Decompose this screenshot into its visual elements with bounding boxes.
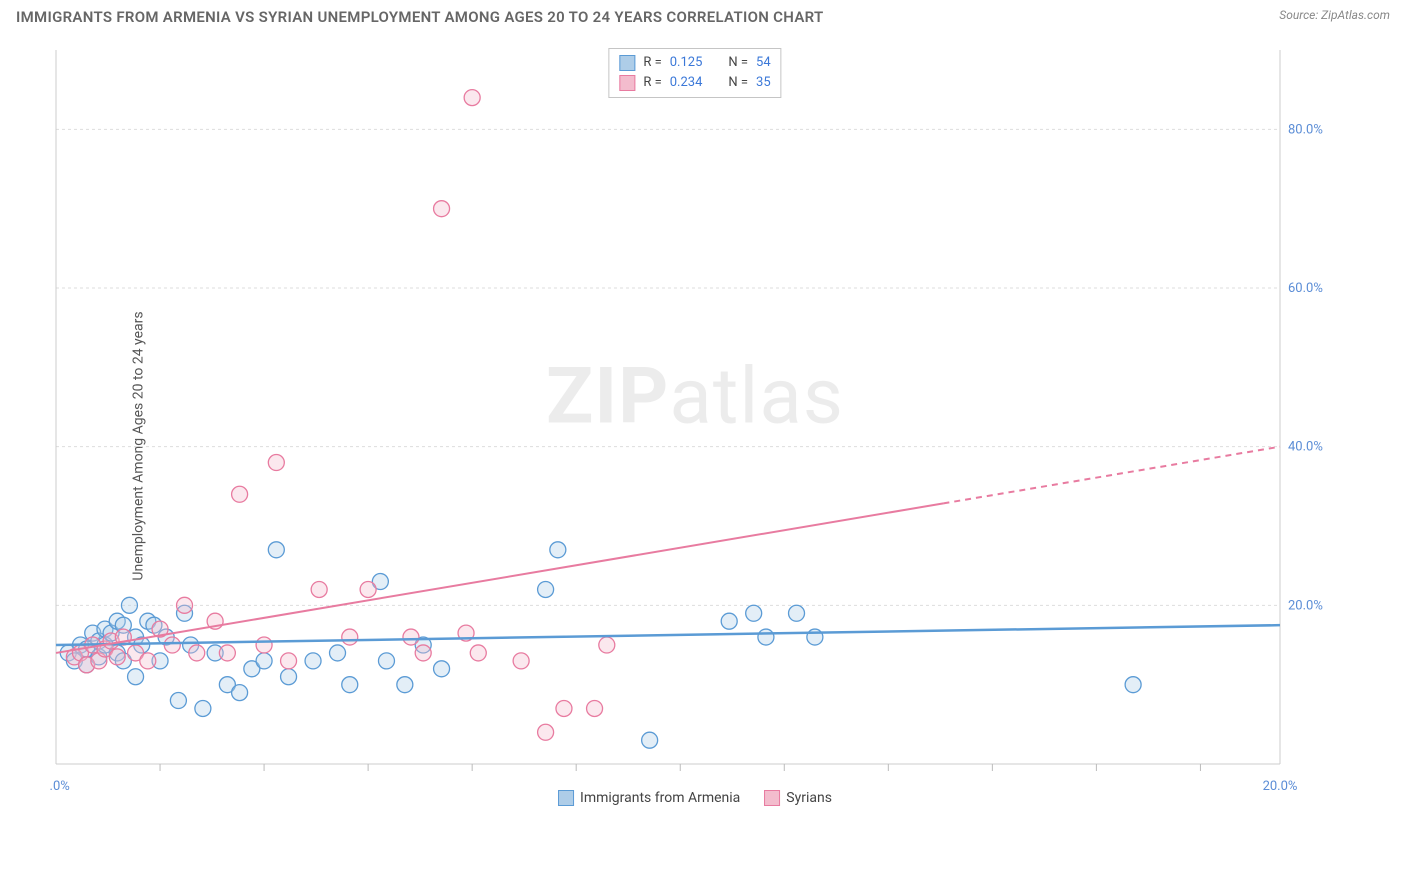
swatch-armenia: [619, 55, 635, 71]
plot-area: ZIPatlas R = 0.125 N = 54 R = 0.234 N = …: [50, 44, 1340, 812]
svg-text:80.0%: 80.0%: [1288, 122, 1323, 137]
source-label: Source: ZipAtlas.com: [1279, 8, 1390, 22]
swatch-armenia-icon: [558, 790, 574, 806]
legend-item-armenia: Immigrants from Armenia: [558, 790, 740, 806]
n-label: N =: [728, 53, 748, 73]
legend-row-armenia: R = 0.125 N = 54: [619, 53, 770, 73]
swatch-syrians: [619, 75, 635, 91]
legend-row-syrians: R = 0.234 N = 35: [619, 73, 770, 93]
n-label: N =: [728, 73, 748, 93]
n-value: 35: [756, 73, 771, 93]
r-value: 0.234: [670, 73, 703, 93]
svg-text:40.0%: 40.0%: [1288, 440, 1323, 455]
swatch-syrians-icon: [764, 790, 780, 806]
series-legend: Immigrants from Armenia Syrians: [558, 790, 832, 806]
chart-title: IMMIGRANTS FROM ARMENIA VS SYRIAN UNEMPL…: [16, 8, 824, 26]
r-value: 0.125: [670, 53, 703, 73]
r-label: R =: [643, 73, 661, 93]
scatter-svg: 20.0% 40.0% 60.0% 80.0% 0.0% 20.0%: [50, 44, 1340, 812]
svg-text:20.0%: 20.0%: [1263, 779, 1298, 794]
n-value: 54: [756, 53, 771, 73]
correlation-legend: R = 0.125 N = 54 R = 0.234 N = 35: [608, 48, 781, 98]
r-label: R =: [643, 53, 661, 73]
header-row: IMMIGRANTS FROM ARMENIA VS SYRIAN UNEMPL…: [0, 0, 1406, 40]
svg-text:60.0%: 60.0%: [1288, 281, 1323, 296]
chart-container: IMMIGRANTS FROM ARMENIA VS SYRIAN UNEMPL…: [0, 0, 1406, 892]
svg-text:0.0%: 0.0%: [50, 779, 70, 794]
svg-text:20.0%: 20.0%: [1288, 598, 1323, 613]
legend-label: Immigrants from Armenia: [580, 790, 740, 806]
legend-label: Syrians: [786, 790, 832, 806]
legend-item-syrians: Syrians: [764, 790, 832, 806]
